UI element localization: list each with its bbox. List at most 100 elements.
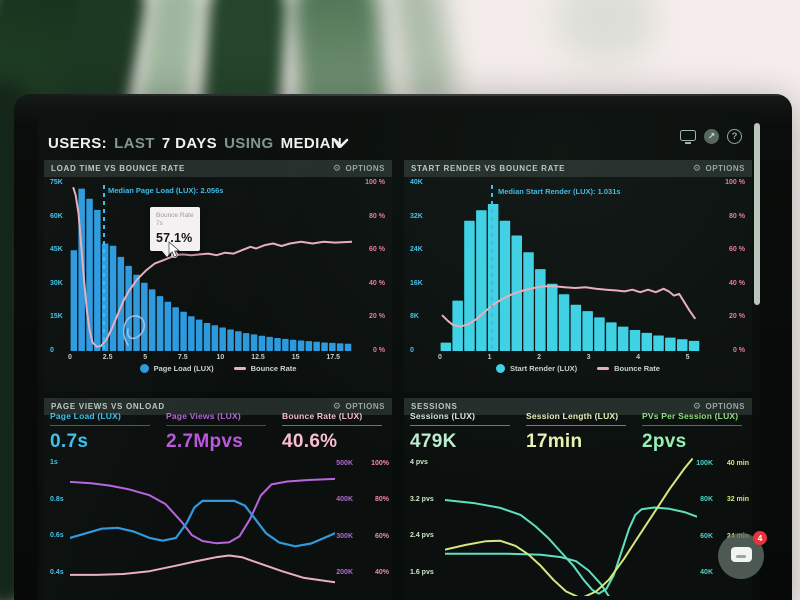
title-segment: LAST xyxy=(114,134,155,152)
axis-label: 8K xyxy=(410,313,419,321)
panel-title: SESSIONS xyxy=(411,402,458,411)
axis-label: 10 xyxy=(216,354,225,361)
legend-item[interactable]: Start Render (LUX) xyxy=(496,364,577,373)
axis-label: 40 % xyxy=(729,279,745,287)
chart-canvas xyxy=(440,204,700,351)
chart-canvas xyxy=(445,458,697,596)
chat-button[interactable]: 4 xyxy=(718,531,767,579)
plant-leaf xyxy=(556,0,656,62)
axis-label: 80K xyxy=(700,496,713,504)
stat-underline xyxy=(410,425,510,426)
median-annotation: Median Page Load (LUX): 2.056s xyxy=(108,186,224,195)
tooltip-series: Bounce Rate xyxy=(156,212,194,219)
load-time-chart[interactable]: Bounce Rate 7s 57.1% xyxy=(70,183,352,351)
axis-label: 500K xyxy=(336,459,353,467)
options-button[interactable]: ⚙ OPTIONS xyxy=(332,163,385,174)
panel-header: LOAD TIME VS BOUNCE RATE ⚙ OPTIONS xyxy=(44,160,392,177)
axis-label: 300K xyxy=(336,532,353,540)
stat-value: 2pvs xyxy=(642,431,687,452)
sessions-chart[interactable] xyxy=(445,456,697,596)
gear-icon: ⚙ xyxy=(692,401,702,411)
y-axis-left: 4 pvs 3.2 pvs 2.4 pvs 1.6 pvs xyxy=(410,456,434,580)
dashboard-screen: USERS: LAST 7 DAYS USING MEDIAN ↗ ? LOAD TIM… xyxy=(38,112,767,600)
page-views-chart[interactable] xyxy=(70,456,335,596)
panel-header: PAGE VIEWS VS ONLOAD ⚙ OPTIONS xyxy=(44,398,392,415)
axis-label: 2.4 pvs xyxy=(410,532,434,540)
axis-label: 0.4s xyxy=(50,568,64,576)
axis-label: 2 xyxy=(537,354,541,361)
legend-item[interactable]: Page Load (LUX) xyxy=(139,364,214,373)
panel-title: LOAD TIME VS BOUNCE RATE xyxy=(51,164,185,173)
axis-label: 60% xyxy=(374,532,389,540)
axis-row: 40K xyxy=(686,566,749,580)
axis-label: 60K xyxy=(50,212,63,220)
axis-label: 100K xyxy=(696,459,713,467)
legend-item[interactable]: Bounce Rate xyxy=(233,364,296,373)
axis-row: 80K 32 min xyxy=(686,493,749,507)
stat-value: 40.6% xyxy=(282,431,338,452)
axis-label: 1 xyxy=(487,354,492,361)
axis-label: 0 xyxy=(410,346,414,354)
axis-label: 0 xyxy=(438,354,442,361)
options-button[interactable]: ⚙ OPTIONS xyxy=(692,401,745,412)
axis-label: 40 % xyxy=(369,279,385,287)
help-icon[interactable]: ? xyxy=(727,129,742,144)
start-render-chart[interactable] xyxy=(440,183,700,351)
axis-row: 100K 40 min xyxy=(686,456,749,470)
axis-label: 80% xyxy=(374,496,389,504)
axis-label: 5 xyxy=(685,354,690,361)
title-segment: USING xyxy=(224,134,274,152)
stat-value: 2.7Mpvs xyxy=(166,431,244,452)
panel-sessions: SESSIONS ⚙ OPTIONS Sessions (LUX) 479K Sess… xyxy=(404,398,752,600)
legend-line-icon xyxy=(597,367,610,370)
axis-label: 60 % xyxy=(369,246,385,254)
gear-icon: ⚙ xyxy=(692,163,702,173)
axis-label: 60 % xyxy=(729,246,745,254)
axis-row: 200K 40% xyxy=(326,566,389,580)
stat-underline xyxy=(526,425,626,426)
axis-label: 60K xyxy=(700,532,713,540)
axis-label: 40K xyxy=(410,179,423,186)
axis-label: 3.2 pvs xyxy=(410,495,434,503)
axis-label: 20 % xyxy=(729,313,745,321)
options-button[interactable]: ⚙ OPTIONS xyxy=(332,401,385,412)
axis-label: 400K xyxy=(336,496,353,504)
tooltip: Bounce Rate 7s 57.1% xyxy=(150,207,200,257)
axis-label: 75K xyxy=(50,179,63,186)
axis-label: 4 pvs xyxy=(410,459,428,466)
axis-label: 32 min xyxy=(726,496,749,504)
stat-value: 17min xyxy=(526,431,583,452)
legend-line-icon xyxy=(233,367,246,370)
stat-block: Session Length (LUX) 17min xyxy=(526,411,638,453)
axis-label: 40% xyxy=(374,569,389,577)
axis-label: 0.6s xyxy=(50,532,64,540)
legend: Page Load (LUX) Bounce Rate xyxy=(44,364,392,373)
chart-canvas xyxy=(70,187,352,351)
axis-label: 20 % xyxy=(369,313,385,321)
axis-label: 0 % xyxy=(372,346,385,354)
axis-label: 3 xyxy=(586,354,591,361)
panel-title: START RENDER VS BOUNCE RATE xyxy=(411,164,566,173)
share-icon[interactable]: ↗ xyxy=(704,129,719,144)
chevron-down-icon[interactable] xyxy=(333,138,349,148)
axis-label: 100 % xyxy=(365,179,385,186)
axis-label: 24K xyxy=(410,246,423,254)
stat-label: Sessions (LUX) xyxy=(410,411,476,421)
scribble-annotation xyxy=(122,315,146,346)
stat-underline xyxy=(166,425,266,426)
stats-row: Sessions (LUX) 479K Session Length (LUX) 17… xyxy=(410,411,752,455)
axis-label: 45K xyxy=(50,246,63,254)
scrollbar-thumb[interactable] xyxy=(754,123,760,305)
x-axis: 0 1 2 3 4 5 xyxy=(438,354,700,364)
axis-label: 4 xyxy=(636,354,641,361)
options-button[interactable]: ⚙ OPTIONS xyxy=(692,163,745,174)
monitor-icon[interactable] xyxy=(680,129,696,144)
axis-label: 80 % xyxy=(729,212,745,220)
panel-header: SESSIONS ⚙ OPTIONS xyxy=(404,398,752,415)
legend-item[interactable]: Bounce Rate xyxy=(597,364,660,373)
axis-label: 0 % xyxy=(732,346,745,354)
tooltip-x: 7s xyxy=(156,220,163,228)
stat-underline xyxy=(50,425,150,426)
axis-label: 100 % xyxy=(725,179,745,186)
axis-label: 100% xyxy=(371,459,389,467)
